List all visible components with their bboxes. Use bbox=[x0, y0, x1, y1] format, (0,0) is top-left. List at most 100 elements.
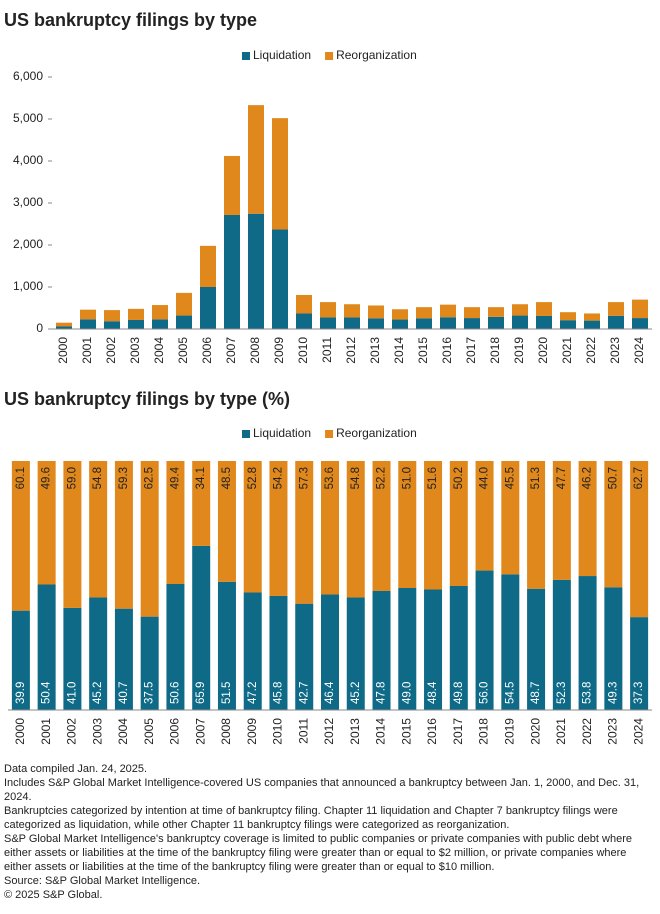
bar-segment bbox=[128, 308, 144, 320]
value-label: 47.2 bbox=[247, 682, 259, 704]
bar-segment bbox=[560, 312, 576, 321]
value-label: 51.6 bbox=[427, 467, 439, 489]
charts: US bankruptcy filings by type Liquidation… bbox=[4, 10, 652, 745]
x-tick-label: 2023 bbox=[606, 718, 620, 745]
footnote: S&P Global Market Intelligence's bankrup… bbox=[4, 833, 632, 873]
bar-segment bbox=[578, 461, 597, 577]
bar-segment bbox=[501, 461, 520, 575]
bar-segment bbox=[344, 317, 360, 329]
bar-segment bbox=[89, 461, 108, 598]
value-label: 52.3 bbox=[556, 682, 568, 704]
value-label: 53.8 bbox=[582, 682, 594, 704]
bar-segment bbox=[104, 321, 120, 329]
bar-segment bbox=[296, 313, 312, 329]
bar-segment bbox=[56, 322, 72, 327]
bar-segment bbox=[321, 461, 339, 595]
value-label: 45.8 bbox=[273, 682, 285, 704]
bar-segment bbox=[243, 461, 262, 593]
x-tick-label: 2009 bbox=[245, 718, 259, 745]
bar-segment bbox=[192, 545, 211, 710]
x-tick-label: 2017 bbox=[464, 337, 478, 364]
bar-segment bbox=[128, 319, 144, 329]
bar-segment bbox=[140, 616, 159, 710]
x-tick-label: 2020 bbox=[528, 718, 542, 745]
value-label: 54.8 bbox=[92, 467, 104, 489]
value-label: 62.7 bbox=[633, 467, 645, 489]
x-tick-label: 2018 bbox=[488, 337, 502, 364]
value-label: 48.4 bbox=[427, 681, 439, 704]
bar-segment bbox=[243, 592, 262, 710]
x-tick-label: 2019 bbox=[512, 337, 526, 364]
x-tick-label: 2018 bbox=[477, 718, 491, 745]
bar-segment bbox=[166, 461, 185, 585]
legend-swatch bbox=[242, 52, 250, 60]
bar-segment bbox=[608, 315, 624, 329]
x-tick-label: 2002 bbox=[104, 337, 118, 364]
value-label: 48.7 bbox=[530, 682, 542, 704]
x-tick-label: 2005 bbox=[176, 337, 190, 364]
legend-swatch bbox=[325, 430, 334, 438]
bar-segment bbox=[56, 326, 72, 329]
x-tick-label: 2022 bbox=[580, 718, 594, 745]
x-tick-label: 2006 bbox=[200, 337, 214, 364]
bar-segment bbox=[217, 581, 236, 710]
y-tick-label: 2,000 bbox=[13, 237, 43, 251]
bar-segment bbox=[176, 315, 192, 329]
bar-segment bbox=[475, 461, 494, 571]
value-label: 51.0 bbox=[401, 467, 413, 489]
bar-segment bbox=[512, 304, 528, 316]
value-label: 46.4 bbox=[324, 681, 336, 704]
bar-segment bbox=[344, 304, 360, 318]
x-tick-label: 2014 bbox=[392, 337, 406, 364]
bar-segment bbox=[584, 313, 600, 321]
y-tick-label: 6,000 bbox=[13, 69, 43, 83]
bar-segment bbox=[604, 587, 623, 710]
bar-segment bbox=[320, 302, 336, 318]
x-tick-label: 2021 bbox=[554, 718, 568, 745]
value-label: 45.5 bbox=[504, 467, 516, 489]
y-tick-label: 5,000 bbox=[13, 111, 43, 125]
value-label: 50.6 bbox=[169, 682, 181, 704]
x-tick-label: 2015 bbox=[416, 337, 430, 364]
value-label: 52.8 bbox=[247, 467, 259, 489]
value-label: 34.1 bbox=[195, 467, 207, 489]
x-tick-label: 2000 bbox=[13, 718, 27, 745]
bar-segment bbox=[527, 588, 546, 710]
x-tick-label: 2011 bbox=[296, 718, 310, 744]
x-tick-label: 2004 bbox=[116, 718, 130, 745]
x-tick-label: 2007 bbox=[193, 718, 207, 745]
bar-segment bbox=[527, 461, 546, 589]
bar-segment bbox=[320, 317, 336, 329]
bar-segment bbox=[630, 461, 649, 618]
x-tick-label: 2009 bbox=[272, 337, 286, 364]
x-tick-label: 2004 bbox=[152, 337, 166, 364]
bar-segment bbox=[398, 587, 417, 710]
bar-segment bbox=[37, 584, 56, 710]
bar-segment bbox=[604, 461, 623, 588]
bar-segment bbox=[248, 213, 264, 329]
bar-segment bbox=[114, 461, 133, 609]
y-tick-label: 4,000 bbox=[13, 153, 43, 167]
bar-segment bbox=[368, 318, 384, 329]
x-tick-label: 2011 bbox=[320, 337, 334, 363]
value-label: 62.5 bbox=[144, 467, 156, 489]
value-label: 54.5 bbox=[504, 682, 516, 704]
bar-segment bbox=[372, 590, 391, 710]
value-label: 56.0 bbox=[479, 682, 491, 704]
x-tick-label: 2000 bbox=[56, 337, 70, 364]
legend-label: Reorganization bbox=[336, 48, 417, 62]
bar-segment bbox=[140, 461, 159, 617]
bar-segment bbox=[321, 594, 339, 710]
bar-segment bbox=[295, 603, 314, 710]
x-tick-label: 2016 bbox=[425, 718, 439, 745]
bar-segment bbox=[295, 461, 314, 604]
x-tick-label: 2017 bbox=[451, 718, 465, 745]
bar-segment bbox=[475, 570, 494, 710]
x-tick-label: 2012 bbox=[322, 718, 336, 745]
x-tick-label: 2024 bbox=[631, 718, 645, 745]
chart-title: US bankruptcy filings by type bbox=[4, 10, 257, 30]
bar-segment bbox=[416, 307, 432, 319]
value-label: 50.4 bbox=[41, 681, 53, 704]
value-label: 47.7 bbox=[556, 467, 568, 489]
value-label: 54.8 bbox=[350, 467, 362, 489]
